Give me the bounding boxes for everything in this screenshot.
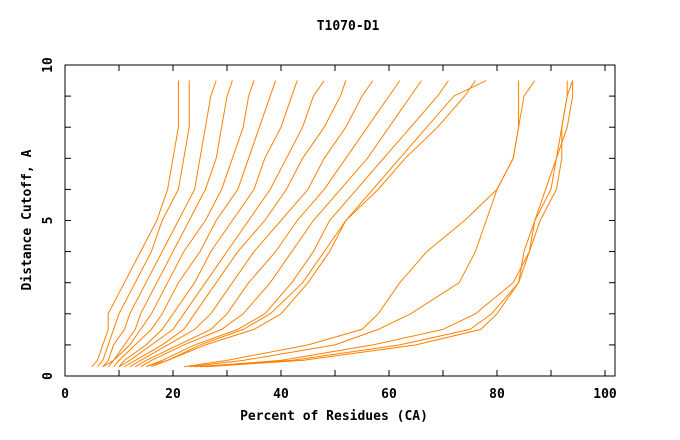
series-line-9: [124, 80, 347, 368]
series-line-13: [145, 80, 449, 368]
series-line-1: [91, 80, 179, 368]
series-line-19: [194, 80, 574, 368]
y-tick-label: 0: [41, 372, 56, 380]
series-group: [91, 80, 574, 368]
series-line-6: [113, 80, 277, 368]
x-tick-label: 100: [593, 387, 617, 402]
series-line-8: [118, 80, 325, 368]
series-line-15: [145, 80, 487, 368]
series-line-18: [199, 80, 568, 368]
series-line-11: [134, 80, 401, 368]
chart-title: T1070-D1: [317, 19, 380, 34]
series-line-16: [183, 80, 536, 368]
x-tick-label: 80: [489, 387, 505, 402]
series-line-10: [129, 80, 374, 368]
y-tick-label: 10: [41, 57, 56, 73]
series-line-20: [205, 80, 574, 368]
series-line-7: [118, 80, 298, 368]
y-tick-label: 5: [41, 217, 56, 225]
series-line-3: [102, 80, 217, 368]
y-axis-label: Distance Cutoff, A: [20, 149, 35, 290]
x-tick-label: 20: [165, 387, 181, 402]
series-line-4: [102, 80, 233, 368]
x-tick-label: 60: [381, 387, 397, 402]
series-line-12: [140, 80, 422, 368]
series-line-14: [151, 80, 476, 368]
x-tick-label: 40: [273, 387, 289, 402]
series-line-5: [107, 80, 255, 368]
x-axis-label: Percent of Residues (CA): [240, 409, 428, 424]
series-line-2: [97, 80, 190, 368]
series-line-17: [189, 80, 520, 368]
x-tick-label: 0: [61, 387, 69, 402]
ticks-group: 0 20 40 60 80 100 0 5 10: [41, 57, 617, 402]
plot-frame: [64, 64, 616, 377]
